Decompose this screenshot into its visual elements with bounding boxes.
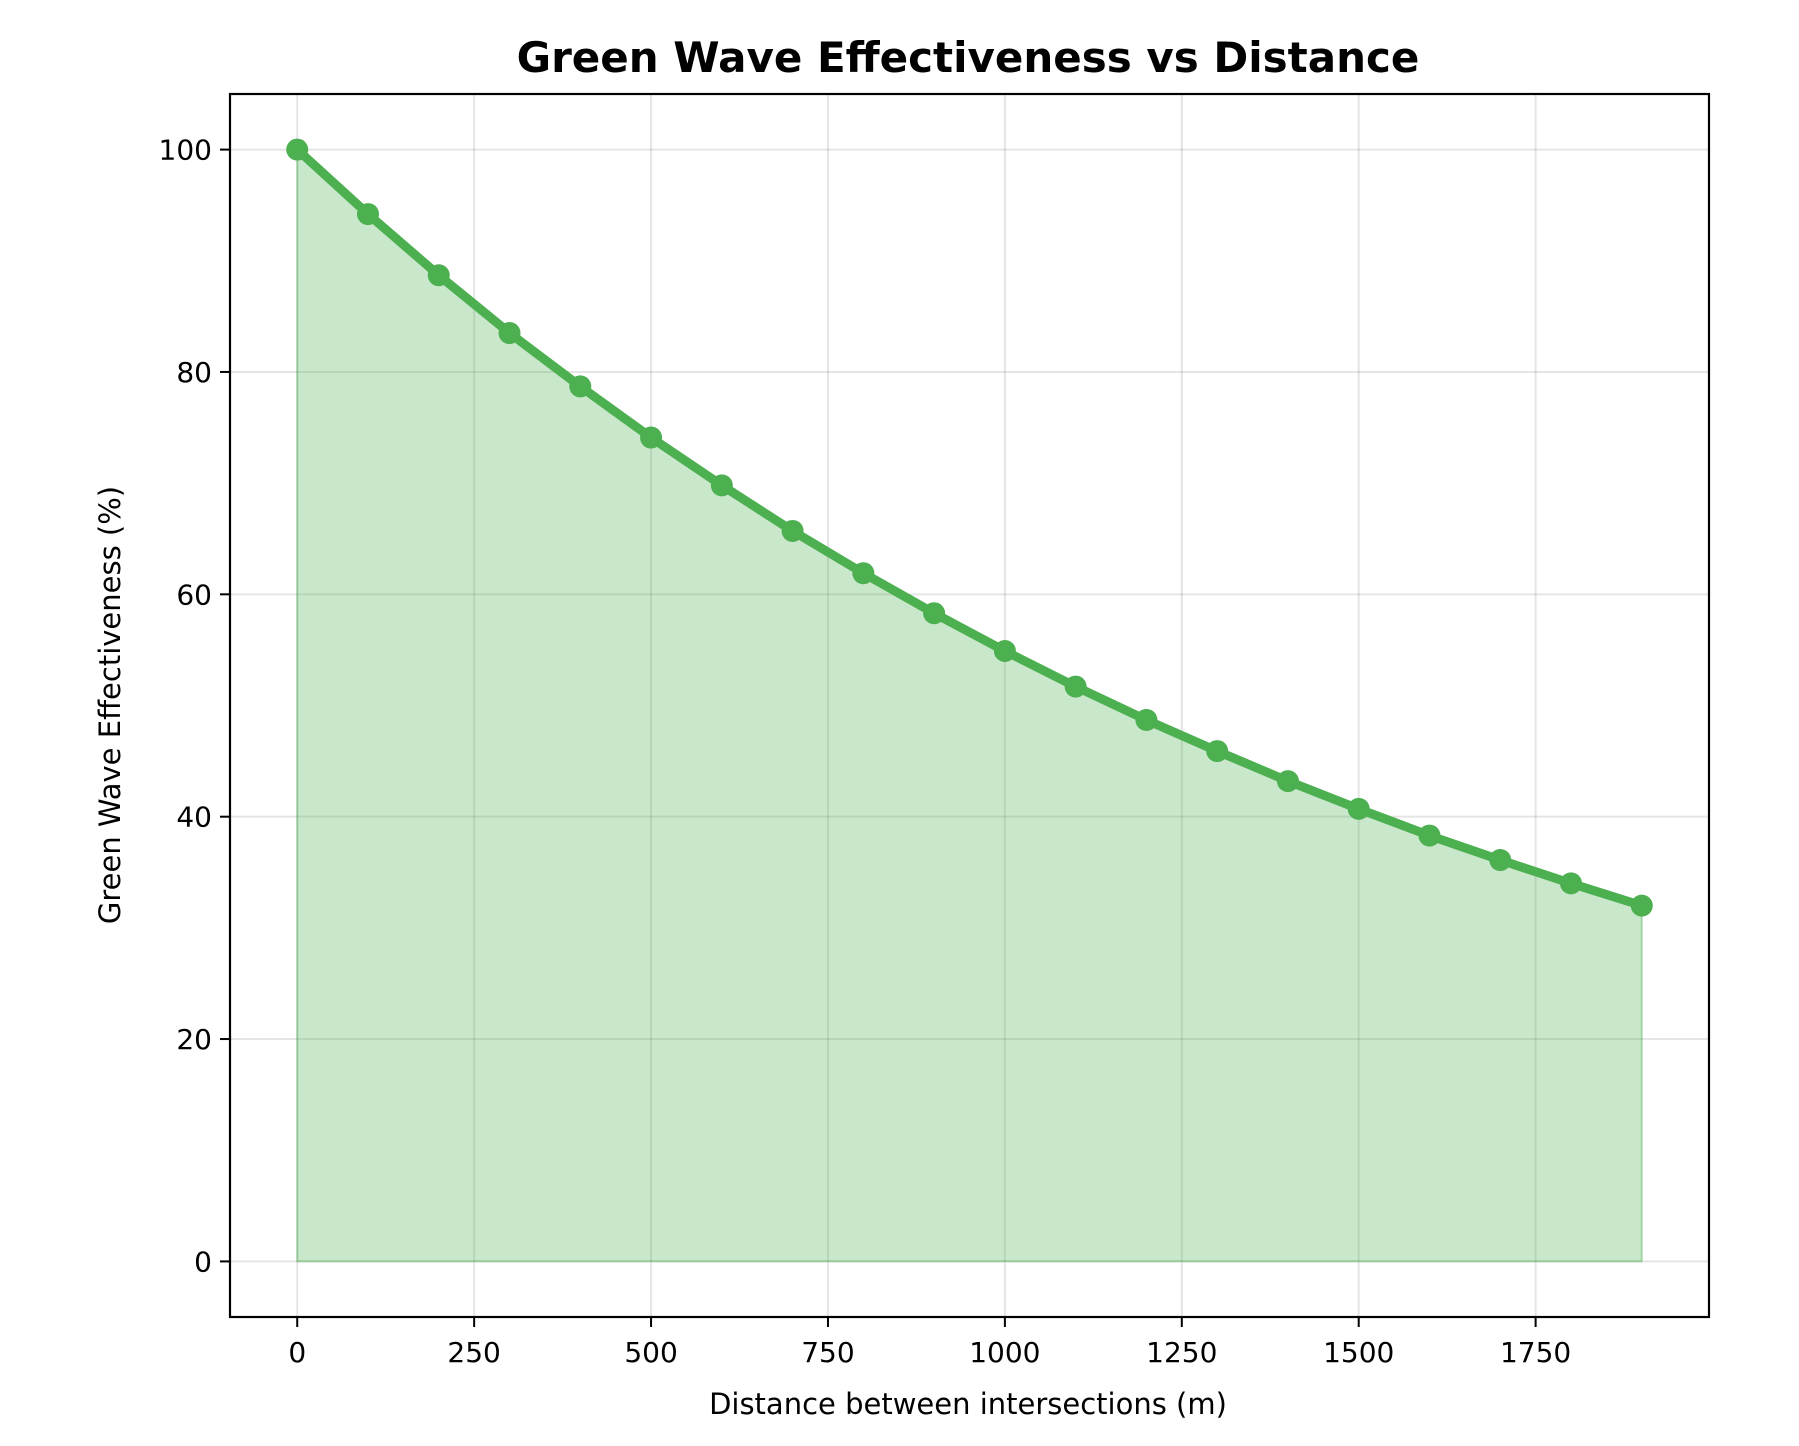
data-point	[640, 426, 663, 449]
data-point	[852, 562, 875, 585]
x-tick-label: 750	[801, 1336, 854, 1369]
x-tick-label: 250	[447, 1336, 500, 1369]
data-point	[993, 640, 1016, 663]
data-point	[1276, 770, 1299, 793]
data-point	[498, 322, 521, 345]
chart-title: Green Wave Effectiveness vs Distance	[517, 33, 1420, 82]
y-tick-label: 80	[176, 356, 212, 389]
data-point	[1064, 675, 1087, 698]
data-point	[1135, 708, 1158, 731]
y-tick-label: 60	[176, 578, 212, 611]
x-tick-label: 1750	[1500, 1336, 1571, 1369]
y-tick-label: 40	[176, 801, 212, 834]
data-point	[1418, 824, 1441, 847]
area-fill	[296, 147, 1643, 1263]
data-point	[356, 203, 379, 226]
data-point	[286, 138, 309, 161]
data-point	[1206, 740, 1229, 763]
series-line	[292, 145, 1647, 911]
data-points	[286, 138, 1653, 917]
y-axis: 0 20 40 60 80 100	[159, 134, 230, 1278]
data-point	[1489, 849, 1512, 872]
data-point	[781, 519, 804, 542]
data-point	[1630, 894, 1653, 917]
x-tick-label: 1250	[1146, 1336, 1217, 1369]
data-point	[1560, 872, 1583, 895]
x-axis: 0 250 500 750 1000 1250 1500 1750	[288, 1317, 1571, 1369]
grid	[230, 94, 1709, 1317]
plot-frame	[228, 92, 1711, 1319]
y-tick-label: 0	[194, 1245, 212, 1278]
data-point	[569, 375, 592, 398]
x-axis-label: Distance between intersections (m)	[709, 1387, 1227, 1421]
data-point	[710, 474, 733, 497]
x-tick-label: 0	[288, 1336, 306, 1369]
x-tick-label: 1000	[969, 1336, 1040, 1369]
y-tick-label: 100	[159, 134, 212, 167]
data-point	[923, 602, 946, 625]
x-tick-label: 500	[624, 1336, 677, 1369]
data-point	[427, 264, 450, 287]
y-axis-label: Green Wave Effectiveness (%)	[93, 486, 127, 924]
y-tick-label: 20	[176, 1023, 212, 1056]
x-tick-label: 1500	[1323, 1336, 1394, 1369]
data-point	[1347, 797, 1370, 820]
